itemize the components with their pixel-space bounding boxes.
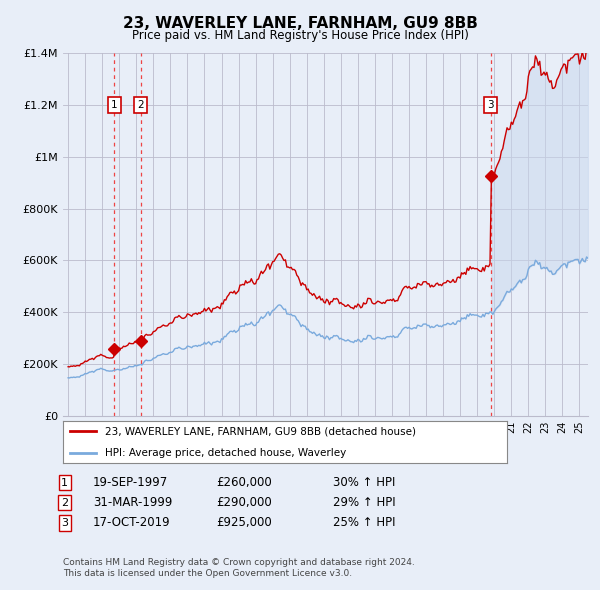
- Text: 17-OCT-2019: 17-OCT-2019: [93, 516, 170, 529]
- Text: 2: 2: [137, 100, 144, 110]
- Text: 3: 3: [487, 100, 494, 110]
- Text: 23, WAVERLEY LANE, FARNHAM, GU9 8BB (detached house): 23, WAVERLEY LANE, FARNHAM, GU9 8BB (det…: [105, 427, 416, 436]
- Text: 23, WAVERLEY LANE, FARNHAM, GU9 8BB: 23, WAVERLEY LANE, FARNHAM, GU9 8BB: [122, 16, 478, 31]
- Text: 2: 2: [61, 498, 68, 507]
- Text: 29% ↑ HPI: 29% ↑ HPI: [333, 496, 395, 509]
- Text: Contains HM Land Registry data © Crown copyright and database right 2024.: Contains HM Land Registry data © Crown c…: [63, 558, 415, 568]
- Text: 30% ↑ HPI: 30% ↑ HPI: [333, 476, 395, 489]
- Text: Price paid vs. HM Land Registry's House Price Index (HPI): Price paid vs. HM Land Registry's House …: [131, 29, 469, 42]
- Text: 1: 1: [61, 478, 68, 487]
- Text: 3: 3: [61, 518, 68, 527]
- Text: £925,000: £925,000: [216, 516, 272, 529]
- Text: 31-MAR-1999: 31-MAR-1999: [93, 496, 172, 509]
- Text: HPI: Average price, detached house, Waverley: HPI: Average price, detached house, Wave…: [105, 448, 346, 457]
- Text: 19-SEP-1997: 19-SEP-1997: [93, 476, 168, 489]
- Text: This data is licensed under the Open Government Licence v3.0.: This data is licensed under the Open Gov…: [63, 569, 352, 578]
- Text: 1: 1: [111, 100, 118, 110]
- Text: £290,000: £290,000: [216, 496, 272, 509]
- Text: £260,000: £260,000: [216, 476, 272, 489]
- Text: 25% ↑ HPI: 25% ↑ HPI: [333, 516, 395, 529]
